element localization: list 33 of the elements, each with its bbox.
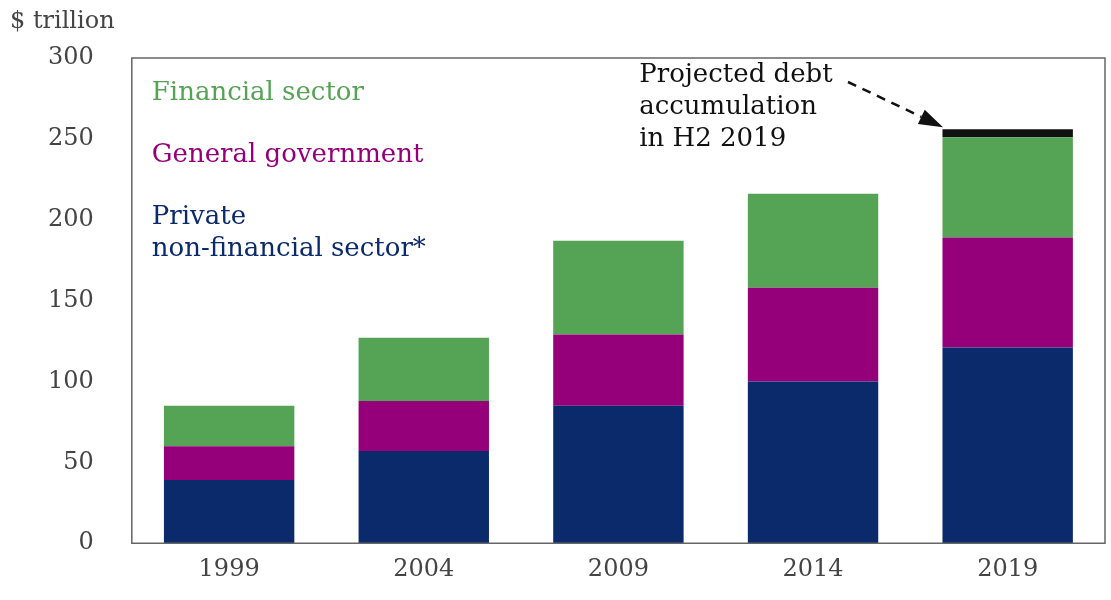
y-tick-label: 100 xyxy=(48,365,94,394)
bar xyxy=(942,347,1073,544)
bar xyxy=(163,480,295,544)
bar xyxy=(553,405,684,544)
text: Private non-financial sector* xyxy=(151,199,426,262)
bar xyxy=(358,400,489,452)
bar xyxy=(553,240,684,335)
x-tick-label: 1999 xyxy=(198,553,260,582)
x-tick-label: 2019 xyxy=(977,553,1039,582)
y-axis-title: $ trillion xyxy=(10,6,115,34)
y-tick-label: 50 xyxy=(63,446,94,475)
x-tick-label: 2014 xyxy=(782,553,844,582)
bar xyxy=(942,237,1073,348)
bar xyxy=(942,129,1073,138)
bar xyxy=(358,337,489,401)
bar xyxy=(747,381,879,544)
x-tick-label: 2004 xyxy=(393,553,455,582)
bar xyxy=(747,287,879,382)
bar xyxy=(163,405,295,447)
y-tick-label: 250 xyxy=(48,123,94,152)
bar xyxy=(163,446,295,481)
y-tick-label: 300 xyxy=(48,42,94,71)
y-tick-label: 200 xyxy=(48,203,94,232)
y-tick-label: 150 xyxy=(48,284,94,313)
text: General government xyxy=(151,137,424,168)
y-tick-label: 0 xyxy=(78,527,94,556)
bar xyxy=(747,193,879,288)
text: Financial sector xyxy=(151,75,365,106)
bar xyxy=(942,137,1073,238)
annotation: Projected debt accumulation in H2 2019 xyxy=(639,57,834,152)
bar xyxy=(358,451,489,544)
x-tick-label: 2009 xyxy=(587,553,649,582)
bar xyxy=(553,334,684,406)
